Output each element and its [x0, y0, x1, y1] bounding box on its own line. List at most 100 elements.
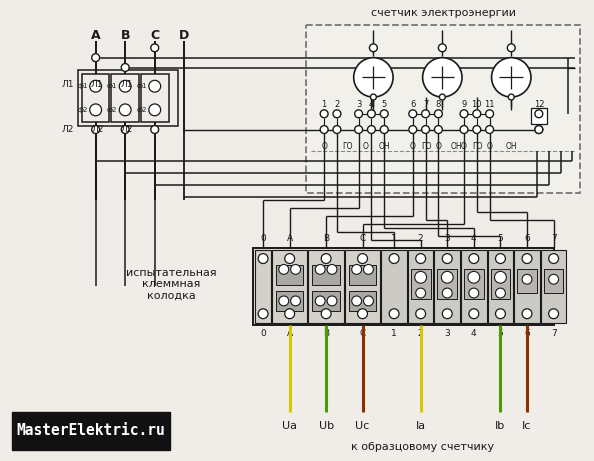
- Text: Л2: Л2: [62, 125, 74, 134]
- Bar: [541, 250, 567, 323]
- Text: 1: 1: [321, 100, 327, 109]
- Text: 4: 4: [471, 234, 476, 243]
- Text: 3: 3: [444, 330, 450, 338]
- Circle shape: [409, 125, 417, 134]
- Bar: [276, 266, 304, 285]
- Circle shape: [258, 254, 268, 264]
- Circle shape: [333, 125, 341, 134]
- Text: 2: 2: [334, 100, 340, 109]
- Circle shape: [121, 125, 129, 134]
- Text: Л1: Л1: [121, 80, 133, 89]
- Circle shape: [90, 80, 102, 92]
- Text: A: A: [287, 330, 293, 338]
- Bar: [381, 250, 407, 323]
- Text: C: C: [359, 330, 366, 338]
- Circle shape: [522, 274, 532, 284]
- Circle shape: [355, 110, 362, 118]
- Text: 7: 7: [423, 100, 428, 109]
- Circle shape: [358, 254, 368, 264]
- Circle shape: [121, 64, 129, 71]
- Circle shape: [320, 125, 328, 134]
- Circle shape: [389, 254, 399, 264]
- Bar: [437, 269, 457, 299]
- Circle shape: [364, 265, 374, 274]
- Circle shape: [320, 110, 328, 118]
- Circle shape: [495, 272, 506, 283]
- Text: 3: 3: [444, 234, 450, 243]
- Text: A: A: [91, 29, 100, 41]
- Circle shape: [279, 296, 289, 306]
- Text: Л2: Л2: [121, 125, 133, 134]
- Bar: [312, 291, 340, 311]
- Circle shape: [371, 94, 377, 100]
- Circle shape: [352, 265, 362, 274]
- Bar: [276, 291, 304, 311]
- Bar: [491, 269, 510, 299]
- Circle shape: [327, 296, 337, 306]
- Bar: [531, 108, 546, 124]
- Circle shape: [279, 265, 289, 274]
- Circle shape: [522, 254, 532, 264]
- Circle shape: [151, 44, 159, 52]
- Text: C: C: [359, 234, 366, 243]
- Circle shape: [352, 296, 362, 306]
- Text: 1: 1: [391, 330, 397, 338]
- Text: Ia: Ia: [416, 421, 426, 431]
- Bar: [488, 250, 513, 323]
- Circle shape: [549, 254, 558, 264]
- Text: ОН: ОН: [505, 142, 517, 151]
- Circle shape: [486, 125, 494, 134]
- Circle shape: [368, 110, 375, 118]
- Bar: [272, 250, 308, 323]
- Text: Л1: Л1: [91, 80, 103, 89]
- Text: ф1: ф1: [107, 83, 118, 89]
- Text: 0: 0: [260, 234, 266, 243]
- Text: Ub: Ub: [318, 421, 334, 431]
- Bar: [349, 266, 377, 285]
- Circle shape: [422, 110, 429, 118]
- Text: 9: 9: [462, 100, 467, 109]
- Text: 5: 5: [381, 100, 387, 109]
- Text: О: О: [321, 142, 327, 151]
- Circle shape: [321, 254, 331, 264]
- Circle shape: [443, 254, 452, 264]
- Text: Ua: Ua: [282, 421, 297, 431]
- Circle shape: [460, 110, 468, 118]
- Circle shape: [508, 94, 514, 100]
- Bar: [78, 71, 178, 125]
- Text: D: D: [179, 29, 189, 41]
- Circle shape: [438, 44, 446, 52]
- Text: ф2: ф2: [137, 107, 147, 113]
- Circle shape: [469, 309, 479, 319]
- Text: 6: 6: [410, 100, 415, 109]
- Circle shape: [333, 110, 341, 118]
- Bar: [544, 269, 564, 293]
- Text: ОН: ОН: [450, 142, 462, 151]
- Text: MasterElektric.ru: MasterElektric.ru: [17, 423, 165, 438]
- Text: ф1: ф1: [137, 83, 147, 89]
- Bar: [434, 250, 460, 323]
- Text: 7: 7: [551, 330, 557, 338]
- Text: 3: 3: [356, 100, 361, 109]
- Bar: [12, 412, 169, 449]
- Circle shape: [549, 309, 558, 319]
- Text: 2: 2: [418, 330, 424, 338]
- Bar: [307, 25, 580, 193]
- Circle shape: [380, 110, 388, 118]
- Text: 4: 4: [471, 330, 476, 338]
- Circle shape: [90, 104, 102, 116]
- Circle shape: [507, 44, 515, 52]
- Circle shape: [443, 288, 452, 298]
- Text: B: B: [323, 330, 329, 338]
- Circle shape: [495, 309, 505, 319]
- Bar: [112, 74, 139, 122]
- Circle shape: [416, 288, 425, 298]
- Text: 6: 6: [524, 330, 530, 338]
- Text: 6: 6: [524, 234, 530, 243]
- Text: 1: 1: [391, 234, 397, 243]
- Circle shape: [285, 254, 295, 264]
- Circle shape: [409, 110, 417, 118]
- Circle shape: [416, 309, 425, 319]
- Circle shape: [416, 254, 425, 264]
- Bar: [255, 250, 271, 323]
